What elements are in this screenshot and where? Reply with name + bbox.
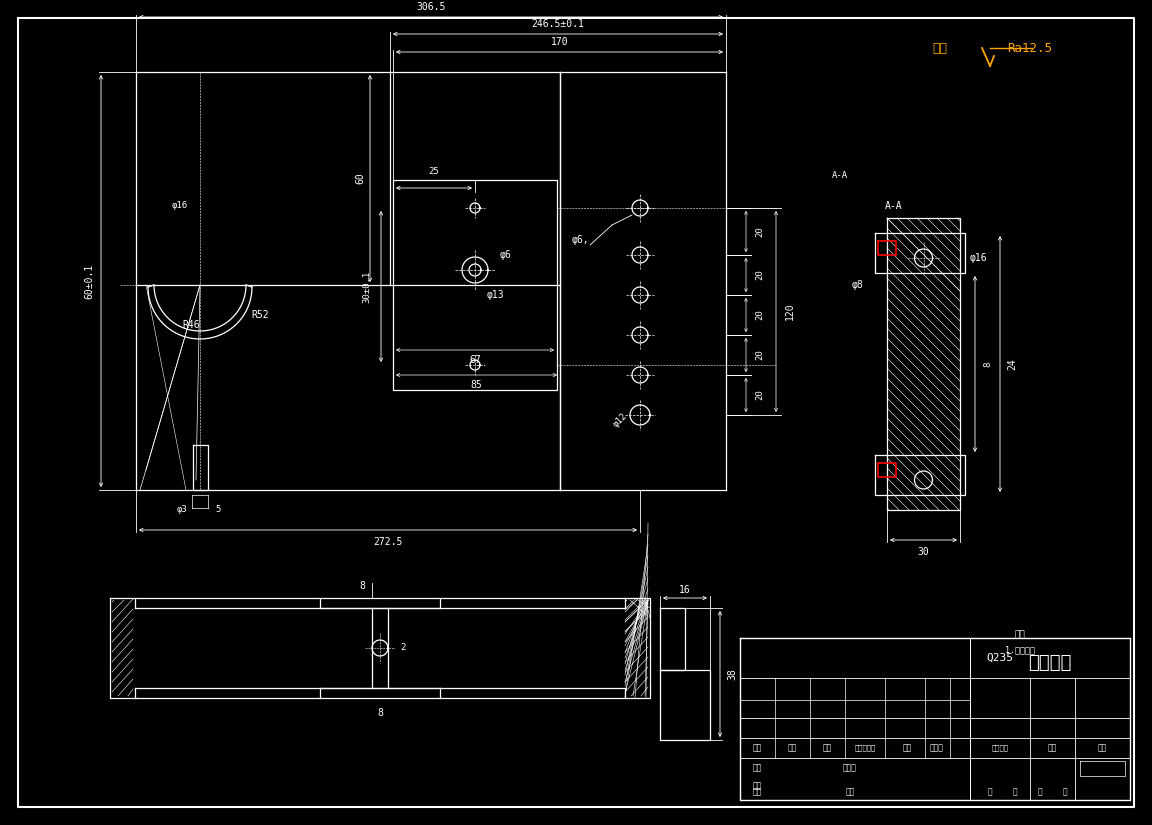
Text: 170: 170 xyxy=(551,37,568,47)
Text: 标记: 标记 xyxy=(752,743,761,752)
Text: 审核: 审核 xyxy=(752,781,761,790)
Text: 38: 38 xyxy=(727,668,737,680)
Text: 272.5: 272.5 xyxy=(373,537,403,547)
Text: 更改文件号: 更改文件号 xyxy=(855,745,876,752)
Text: 泫: 泫 xyxy=(1013,788,1017,796)
Text: 8: 8 xyxy=(359,581,365,591)
Text: 5: 5 xyxy=(215,506,221,515)
Text: 处数: 处数 xyxy=(787,743,797,752)
Text: Ra12.5: Ra12.5 xyxy=(1008,41,1053,54)
Text: 16: 16 xyxy=(680,585,691,595)
Text: 泫: 泫 xyxy=(1062,788,1067,796)
Text: 关: 关 xyxy=(987,788,992,796)
Text: 8: 8 xyxy=(377,708,382,718)
Text: 120: 120 xyxy=(785,303,795,320)
Text: R46: R46 xyxy=(182,320,199,330)
Text: 30±0.1: 30±0.1 xyxy=(363,271,371,303)
Text: 24: 24 xyxy=(1007,358,1017,370)
Text: 25: 25 xyxy=(429,167,439,177)
Text: 20: 20 xyxy=(756,389,765,400)
Text: 30: 30 xyxy=(918,547,930,557)
Text: 20: 20 xyxy=(756,226,765,237)
Text: 工艺: 工艺 xyxy=(752,788,761,796)
Text: 拟：: 拟： xyxy=(1015,630,1025,639)
Text: R52: R52 xyxy=(251,310,268,320)
Text: 设计: 设计 xyxy=(752,763,761,772)
Text: 60: 60 xyxy=(355,172,365,184)
Text: 签名: 签名 xyxy=(902,743,911,752)
Text: φ13: φ13 xyxy=(486,290,503,300)
Text: φ6,: φ6, xyxy=(571,235,589,245)
Text: 85: 85 xyxy=(471,380,483,390)
Text: 1.取消棱线: 1.取消棱线 xyxy=(1005,645,1034,654)
Text: 8: 8 xyxy=(984,361,993,366)
Text: 246.5±0.1: 246.5±0.1 xyxy=(531,19,584,29)
Text: 67: 67 xyxy=(469,355,480,365)
Text: 景: 景 xyxy=(1038,788,1043,796)
Text: 20: 20 xyxy=(756,270,765,281)
Text: φ16: φ16 xyxy=(172,200,188,210)
Text: φ8: φ8 xyxy=(851,280,863,290)
Text: 年月日: 年月日 xyxy=(930,743,943,752)
Text: 20: 20 xyxy=(756,350,765,361)
Text: 60±0.1: 60±0.1 xyxy=(84,263,94,299)
Text: A-A: A-A xyxy=(885,201,902,211)
Text: 价格标记: 价格标记 xyxy=(992,745,1008,752)
Text: φ16: φ16 xyxy=(969,253,987,263)
Text: 2: 2 xyxy=(400,644,406,653)
Text: φ3: φ3 xyxy=(176,506,188,515)
Text: 孙佳: 孙佳 xyxy=(846,788,855,796)
Text: 标准化: 标准化 xyxy=(843,763,857,772)
Text: A-A: A-A xyxy=(832,171,848,180)
Text: φ6: φ6 xyxy=(499,250,510,260)
Text: 其余: 其余 xyxy=(932,41,947,54)
Text: 抓取装置: 抓取装置 xyxy=(1029,654,1071,672)
Text: φ12: φ12 xyxy=(611,411,629,429)
Text: 306.5: 306.5 xyxy=(416,2,446,12)
Text: Q235: Q235 xyxy=(986,653,1014,663)
Text: 重量: 重量 xyxy=(1048,743,1058,752)
Text: 20: 20 xyxy=(756,309,765,320)
Text: 分区: 分区 xyxy=(823,743,832,752)
Text: 比例: 比例 xyxy=(1098,743,1107,752)
